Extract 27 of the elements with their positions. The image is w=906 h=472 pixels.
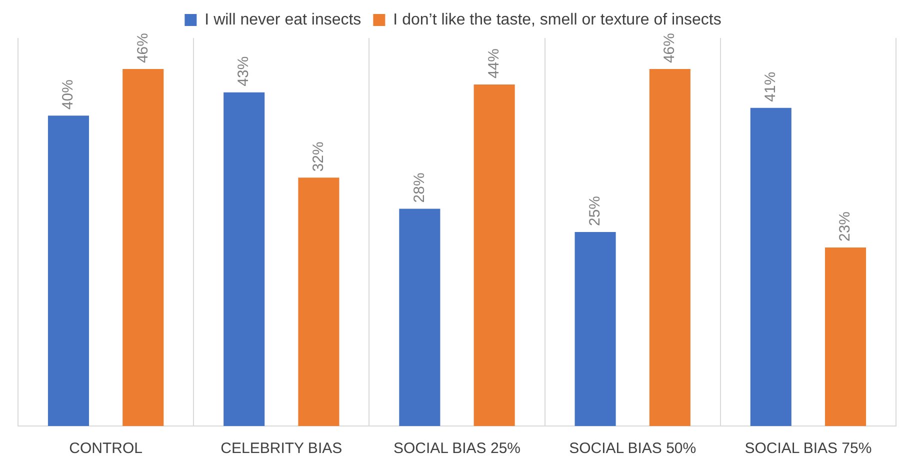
x-tick-label: CELEBRITY BIAS bbox=[220, 440, 342, 458]
x-tick-label: SOCIAL BIAS 75% bbox=[744, 440, 872, 458]
legend-label: I don’t like the taste, smell or texture of insects bbox=[393, 11, 722, 28]
bar bbox=[122, 69, 164, 426]
legend-label: I will never eat insects bbox=[204, 11, 362, 28]
bar bbox=[399, 208, 440, 426]
data-label: 32% bbox=[310, 142, 327, 172]
data-label: 40% bbox=[60, 80, 77, 110]
x-tick-label: SOCIAL BIAS 50% bbox=[569, 440, 696, 458]
bar bbox=[750, 108, 792, 426]
bar bbox=[224, 92, 265, 426]
data-label: 46% bbox=[661, 33, 678, 64]
data-label: 41% bbox=[762, 72, 780, 102]
data-label: 43% bbox=[235, 56, 252, 86]
bar bbox=[649, 69, 690, 426]
bar bbox=[48, 116, 90, 426]
bar bbox=[574, 232, 616, 426]
data-label: 25% bbox=[586, 196, 604, 226]
data-label: 23% bbox=[836, 211, 854, 242]
bar bbox=[824, 248, 866, 426]
x-tick-label: SOCIAL BIAS 25% bbox=[393, 440, 521, 458]
bar bbox=[298, 178, 340, 426]
x-tick-label: CONTROL bbox=[69, 440, 142, 458]
data-label: 46% bbox=[134, 33, 152, 64]
data-label: 28% bbox=[410, 172, 428, 203]
data-label: 44% bbox=[485, 48, 502, 79]
bar bbox=[474, 84, 515, 426]
